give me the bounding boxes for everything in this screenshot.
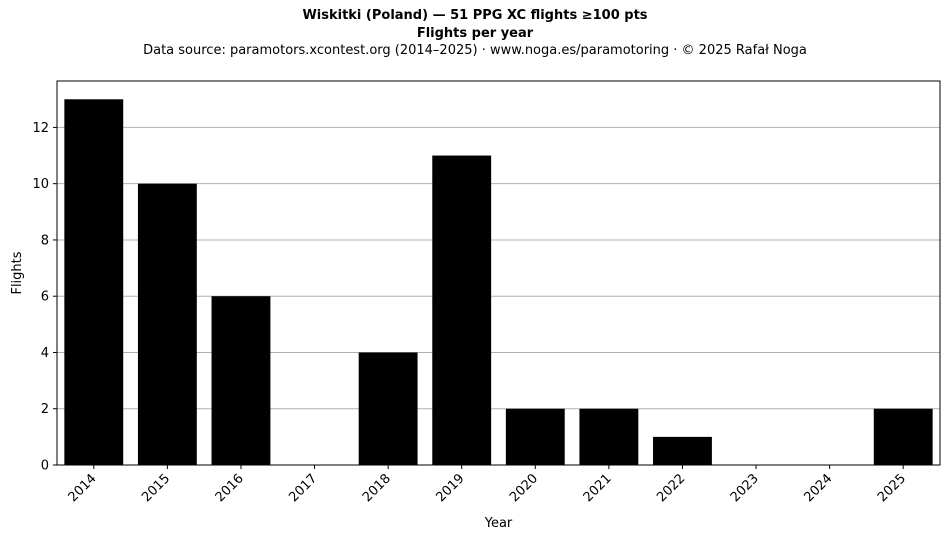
bar-2022	[653, 436, 712, 465]
title-block: Wiskitki (Poland) — 51 PPG XC flights ≥1…	[0, 7, 950, 59]
y-tick-label: 10	[32, 177, 49, 192]
y-tick-label: 8	[41, 233, 49, 248]
x-tick-label: 2021	[581, 471, 615, 505]
bar-2020	[505, 408, 565, 465]
bar-2015	[137, 183, 197, 465]
x-tick-label: 2015	[139, 471, 173, 505]
x-tick-label: 2016	[213, 471, 247, 505]
y-tick-label: 4	[41, 346, 49, 361]
x-axis: 2014 2015 2016 2017 2018 2019 2020 2021 2022 2023…	[66, 465, 909, 505]
x-tick-label: 2025	[875, 471, 909, 505]
y-tick-label: 2	[41, 402, 49, 417]
bar-2016	[211, 296, 271, 465]
x-tick-label: 2023	[728, 471, 762, 505]
y-axis: 0 2 4 6 8 10 12	[32, 121, 57, 474]
plot-frame	[56, 80, 941, 466]
x-tick-label: 2017	[286, 471, 320, 505]
data-source-note: Data source: paramotors.xcontest.org (20…	[143, 43, 807, 58]
chart-title: Wiskitki (Poland) — 51 PPG XC flights ≥1…	[302, 8, 648, 23]
x-tick-label: 2018	[360, 471, 394, 505]
x-tick-label: 2022	[654, 471, 688, 505]
bar-2019	[432, 155, 492, 466]
y-tick-label: 6	[41, 290, 49, 305]
bar-2018	[358, 352, 418, 465]
bar-2021	[579, 408, 639, 465]
x-axis-label: Year	[484, 516, 513, 531]
y-tick-label: 0	[41, 459, 49, 474]
chart-subtitle: Flights per year	[416, 26, 534, 41]
x-tick-label: 2014	[66, 471, 100, 505]
x-tick-label: 2019	[434, 471, 468, 505]
bar-2014	[64, 99, 124, 466]
y-axis-label: Flights	[10, 251, 25, 294]
bars	[64, 99, 933, 466]
y-tick-label: 12	[32, 121, 49, 136]
bar-2025	[873, 408, 933, 465]
x-tick-label: 2024	[801, 471, 835, 505]
x-tick-label: 2020	[507, 471, 541, 505]
